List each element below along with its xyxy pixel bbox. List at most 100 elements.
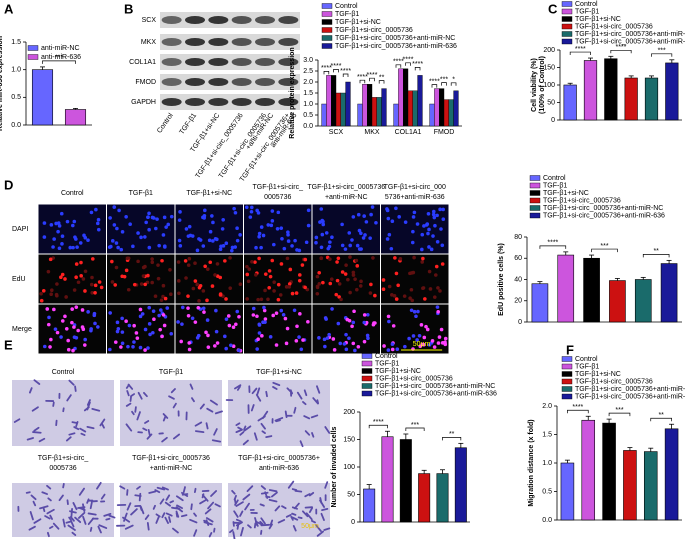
cell-nucleus xyxy=(348,290,352,295)
blot-band xyxy=(185,78,205,86)
cell-nucleus xyxy=(99,285,104,290)
invaded-cell xyxy=(46,508,55,515)
cell-nucleus xyxy=(198,238,203,242)
cell-nucleus xyxy=(285,326,290,331)
invaded-cell xyxy=(236,385,241,391)
cell-nucleus xyxy=(210,284,215,288)
cell-nucleus xyxy=(52,307,56,312)
cell-nucleus xyxy=(259,225,264,229)
cell-nucleus xyxy=(347,231,352,235)
cell-nucleus xyxy=(224,241,229,246)
cell-nucleus xyxy=(317,282,322,286)
cell-nucleus xyxy=(96,227,101,232)
cell-nucleus xyxy=(272,289,276,293)
legend-swatch xyxy=(561,356,573,362)
cell-nucleus xyxy=(432,215,437,220)
invaded-cell xyxy=(255,393,262,402)
significance-label: **** xyxy=(616,44,627,51)
cell-nucleus xyxy=(389,246,394,251)
invaded-cell xyxy=(127,383,134,390)
bar xyxy=(31,69,54,126)
cell-nucleus xyxy=(259,297,264,302)
cell-nucleus xyxy=(80,308,85,312)
cell-nucleus xyxy=(297,273,302,277)
cell-nucleus xyxy=(251,313,256,317)
cell-nucleus xyxy=(368,291,373,295)
cell-nucleus xyxy=(254,245,258,250)
invaded-cell xyxy=(65,436,72,442)
cell-nucleus xyxy=(160,334,164,339)
cell-nucleus xyxy=(70,307,74,311)
cell-nucleus xyxy=(202,310,206,314)
invaded-cell xyxy=(143,391,148,398)
invaded-cell xyxy=(237,426,243,431)
cell-nucleus xyxy=(203,264,207,269)
cell-nucleus xyxy=(431,234,435,238)
cell-nucleus xyxy=(119,345,123,349)
cell-nucleus xyxy=(262,305,266,310)
cell-nucleus xyxy=(191,286,196,291)
cell-nucleus xyxy=(146,273,150,278)
cell-nucleus xyxy=(425,222,430,226)
cell-nucleus xyxy=(263,272,268,276)
significance-label: **** xyxy=(357,74,368,81)
invaded-cell xyxy=(152,504,156,510)
cell-nucleus xyxy=(256,337,260,342)
invaded-cell xyxy=(42,506,46,512)
cell-nucleus xyxy=(257,234,261,239)
cell-nucleus xyxy=(394,271,399,276)
invaded-cell xyxy=(210,490,218,497)
cell-nucleus xyxy=(126,287,131,292)
invaded-cell xyxy=(73,426,80,431)
cell-nucleus xyxy=(246,279,251,284)
significance-bracket xyxy=(591,248,618,253)
legend-label: TGF-β1 xyxy=(543,182,567,189)
cell-nucleus xyxy=(177,238,182,243)
cell-nucleus xyxy=(76,328,80,333)
cell-nucleus xyxy=(231,325,236,329)
legend-swatch xyxy=(361,368,373,374)
bar xyxy=(664,428,679,521)
invaded-cell xyxy=(260,517,266,525)
invaded-cell xyxy=(161,436,168,443)
significance-label: **** xyxy=(331,63,342,70)
cell-nucleus xyxy=(268,335,273,339)
cell-nucleus xyxy=(391,324,396,328)
invaded-cell xyxy=(296,391,303,400)
cell-nucleus xyxy=(288,267,293,272)
legend-label: TGF-β1+si-circ_0005736+anti-miR-636 xyxy=(375,390,497,397)
invasion-image xyxy=(120,380,222,446)
cell-nucleus xyxy=(267,285,272,290)
cell-nucleus xyxy=(184,227,189,231)
cell-nucleus xyxy=(124,215,128,219)
invaded-cell xyxy=(264,491,269,499)
y-tick-label: 100 xyxy=(543,82,555,89)
legend-swatch xyxy=(561,1,573,7)
lane-label: TGF-β1 xyxy=(179,112,199,136)
cell-nucleus xyxy=(321,222,326,227)
cell-nucleus xyxy=(269,223,274,228)
cell-nucleus xyxy=(336,256,341,261)
cell-nucleus xyxy=(178,210,182,214)
legend-swatch xyxy=(529,175,541,181)
invaded-cell xyxy=(193,529,198,537)
invaded-cell xyxy=(316,530,324,537)
cell-nucleus xyxy=(315,291,320,296)
invaded-cell xyxy=(105,517,111,521)
cell-nucleus xyxy=(321,280,325,285)
image-label: TGF-β1+si-NC xyxy=(256,369,302,376)
y-tick-label: 0.0 xyxy=(542,517,552,524)
significance-bracket xyxy=(567,409,589,414)
cell-nucleus xyxy=(403,344,407,349)
cell-nucleus xyxy=(286,239,291,243)
y-tick-label: 2.5 xyxy=(303,68,313,75)
cell-nucleus xyxy=(427,269,432,274)
cell-nucleus xyxy=(207,238,212,243)
cell-nucleus xyxy=(92,311,97,316)
cell-nucleus xyxy=(398,257,403,261)
invaded-cell xyxy=(99,418,106,427)
invaded-cell xyxy=(297,516,303,519)
cell-nucleus xyxy=(233,245,238,249)
x-tick-label: COL1A1 xyxy=(395,129,422,136)
cell-nucleus xyxy=(59,335,63,339)
